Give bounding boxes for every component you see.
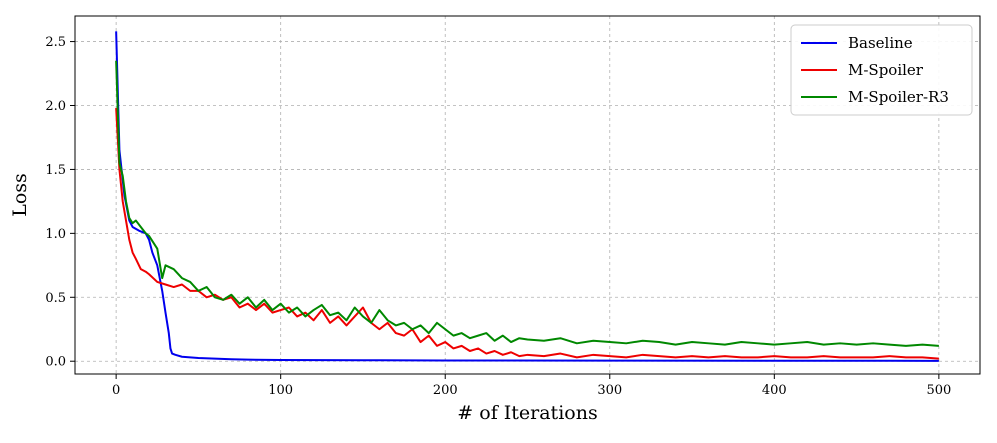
legend-label-baseline: Baseline xyxy=(848,34,913,52)
legend-box xyxy=(790,24,973,116)
x-tick-label: 500 xyxy=(926,383,951,398)
plot-frame xyxy=(74,15,981,375)
x-tick-label: 0 xyxy=(112,383,120,398)
legend-label-m-spoiler: M-Spoiler xyxy=(848,61,924,79)
legend: Baseline M-Spoiler M-Spoiler-R3 xyxy=(790,24,973,116)
series-line-baseline xyxy=(115,31,939,362)
y-axis-label: Loss xyxy=(9,173,31,217)
x-tick-label: 400 xyxy=(762,383,787,398)
y-tick-label: 0.0 xyxy=(45,355,66,370)
legend-label-m-spoiler-r3: M-Spoiler-R3 xyxy=(848,88,949,106)
series-line-m-spoiler-r3 xyxy=(115,60,939,347)
series-lines xyxy=(115,31,939,362)
x-axis-label: # of Iterations xyxy=(457,402,597,424)
x-tick-label: 200 xyxy=(433,383,458,398)
series-line-m-spoiler xyxy=(115,108,939,360)
y-axis-ticks: 0.0 0.5 1.0 1.5 2.0 2.5 xyxy=(45,35,75,370)
y-tick-label: 1.5 xyxy=(45,163,66,178)
y-tick-label: 0.5 xyxy=(45,291,66,306)
y-tick-label: 2.5 xyxy=(45,35,66,50)
x-tick-label: 300 xyxy=(597,383,622,398)
x-tick-label: 100 xyxy=(268,383,293,398)
y-tick-label: 2.0 xyxy=(45,99,66,114)
y-tick-label: 1.0 xyxy=(45,227,66,242)
x-axis-ticks: 0 100 200 300 400 500 xyxy=(112,374,951,398)
